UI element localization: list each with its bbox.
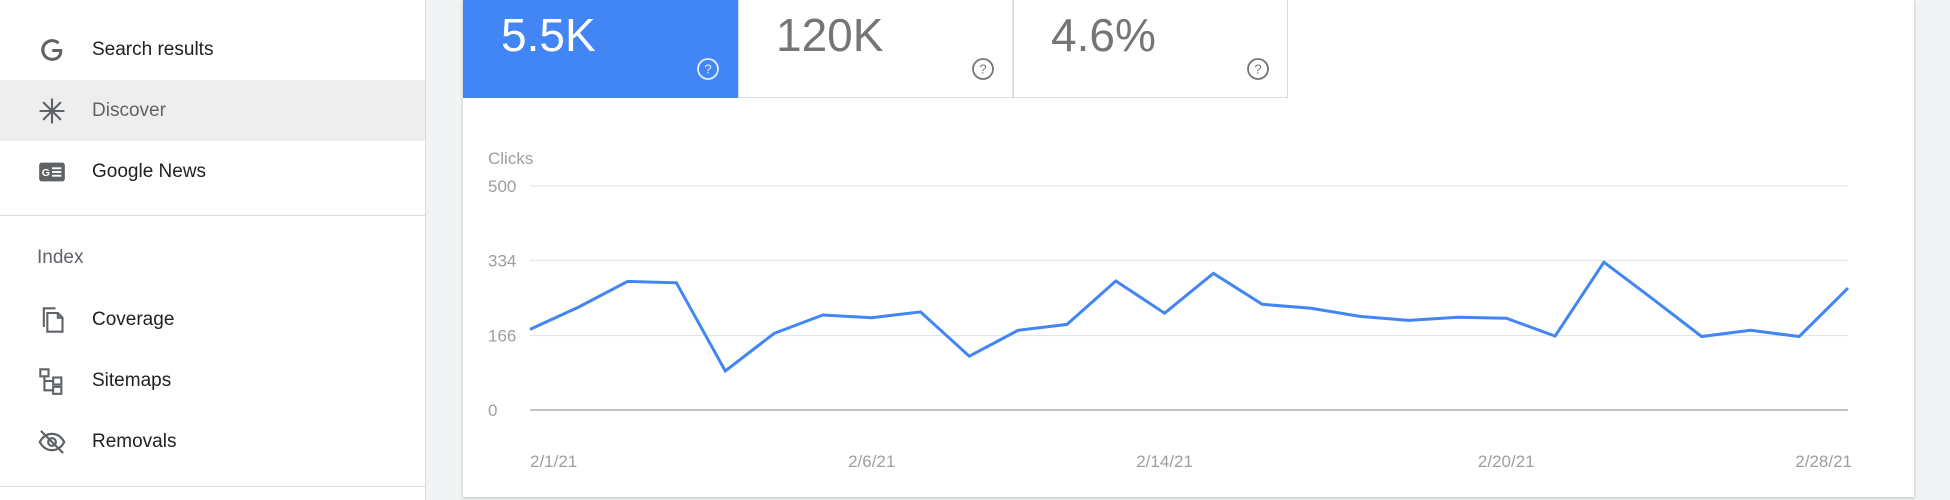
metric-total-impressions[interactable]: 120K ? <box>738 0 1013 98</box>
data-point <box>1700 335 1704 339</box>
data-point <box>1602 260 1606 264</box>
data-point <box>1211 271 1215 275</box>
data-point <box>1358 314 1362 318</box>
performance-card: 5.5K ? 120K ? 4.6% ? Clicks 0 166 334 500 2/1… <box>463 0 1914 497</box>
data-point <box>919 310 923 314</box>
data-point <box>772 331 776 335</box>
google-news-icon: G <box>37 157 67 187</box>
data-point <box>1797 335 1801 339</box>
x-tick-label: 2/6/21 <box>848 452 895 471</box>
metric-value: 5.5K <box>501 9 596 61</box>
sidebar: Search results Discover G Google News In… <box>0 0 426 500</box>
y-tick-label: 500 <box>488 177 516 196</box>
sidebar-item-label: Discover <box>92 99 166 121</box>
y-tick-label: 0 <box>488 401 497 420</box>
data-point <box>1407 318 1411 322</box>
data-point <box>723 369 727 373</box>
sidebar-item-removals[interactable]: Removals <box>0 411 425 472</box>
sidebar-item-google-news[interactable]: G Google News <box>0 141 425 202</box>
data-point <box>1553 334 1557 338</box>
svg-text:?: ? <box>1254 62 1261 77</box>
copy-pages-icon <box>37 305 67 335</box>
data-point <box>821 313 825 317</box>
help-icon[interactable]: ? <box>1246 57 1270 81</box>
sidebar-item-label: Sitemaps <box>92 369 172 391</box>
sidebar-item-label: Removals <box>92 430 177 452</box>
data-point <box>528 327 532 331</box>
x-tick-label: 2/28/21 <box>1795 452 1852 471</box>
x-tick-label: 2/14/21 <box>1136 452 1193 471</box>
data-point <box>1455 315 1459 319</box>
sidebar-item-sitemaps[interactable]: Sitemaps <box>0 350 425 411</box>
svg-text:G: G <box>42 167 50 179</box>
data-point <box>1846 286 1850 290</box>
metric-total-clicks[interactable]: 5.5K ? <box>463 0 738 98</box>
data-point <box>626 279 630 283</box>
eye-off-icon <box>37 427 67 457</box>
data-point <box>1504 316 1508 320</box>
data-point <box>1114 279 1118 283</box>
google-g-icon <box>37 35 67 65</box>
section-title-index: Index <box>37 247 84 268</box>
data-point <box>1260 302 1264 306</box>
data-point <box>1065 322 1069 326</box>
sidebar-item-discover[interactable]: Discover <box>0 80 425 141</box>
data-point <box>1309 306 1313 310</box>
data-point <box>1016 328 1020 332</box>
data-point <box>1163 311 1167 315</box>
help-icon[interactable]: ? <box>971 57 995 81</box>
svg-text:?: ? <box>704 62 711 77</box>
clicks-line-chart: Clicks 0 166 334 500 2/1/21 2/6/21 2/14/21 2/20/… <box>488 149 1852 471</box>
svg-text:?: ? <box>979 62 986 77</box>
sidebar-item-label: Google News <box>92 160 207 182</box>
series-line-clicks <box>529 260 1850 374</box>
data-point <box>1748 328 1752 332</box>
y-axis-title: Clicks <box>488 149 533 168</box>
sidebar-divider <box>0 215 425 216</box>
data-point <box>1651 297 1655 301</box>
metric-value: 120K <box>776 9 884 61</box>
x-tick-label: 2/1/21 <box>530 452 577 471</box>
data-point <box>870 316 874 320</box>
data-point <box>577 305 581 309</box>
y-tick-label: 166 <box>488 327 516 346</box>
sidebar-item-search-results[interactable]: Search results <box>0 19 425 80</box>
sidebar-item-coverage[interactable]: Coverage <box>0 289 425 350</box>
metric-average-ctr[interactable]: 4.6% ? <box>1013 0 1288 98</box>
metric-value: 4.6% <box>1051 9 1156 61</box>
data-point <box>674 281 678 285</box>
x-tick-label: 2/20/21 <box>1478 452 1535 471</box>
y-tick-label: 334 <box>488 251 516 270</box>
sitemap-tree-icon <box>37 366 67 396</box>
sidebar-item-label: Coverage <box>92 308 175 330</box>
sidebar-item-label: Search results <box>92 38 214 60</box>
data-point <box>967 354 971 358</box>
sidebar-divider <box>0 486 425 487</box>
asterisk-icon <box>37 96 67 126</box>
help-icon[interactable]: ? <box>696 57 720 81</box>
